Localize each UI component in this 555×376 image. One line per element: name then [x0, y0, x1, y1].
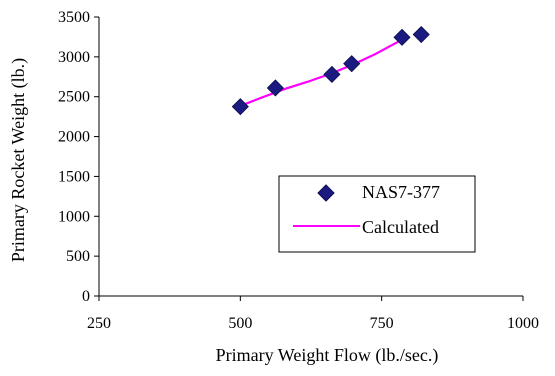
legend-label-calculated: Calculated — [362, 217, 439, 237]
data-point — [231, 98, 249, 116]
y-tick-label: 2000 — [58, 129, 90, 146]
x-tick-label: 1000 — [507, 315, 539, 332]
calculated-line — [239, 38, 403, 107]
x-tick-label: 500 — [228, 315, 252, 332]
y-tick-label: 1000 — [58, 208, 90, 225]
legend-box — [278, 175, 476, 253]
legend-marker-nas7-377 — [317, 184, 335, 202]
legend: NAS7-377 Calculated — [278, 175, 476, 253]
data-point — [266, 79, 284, 97]
y-tick-label: 2500 — [58, 89, 90, 106]
legend-label-nas7-377: NAS7-377 — [362, 182, 440, 202]
y-tick-label: 500 — [66, 248, 90, 265]
y-tick-label: 1500 — [58, 168, 90, 185]
x-axis-title: Primary Weight Flow (lb./sec.) — [216, 345, 439, 366]
series-layer — [231, 25, 430, 116]
y-tick-label: 3000 — [58, 49, 90, 66]
data-point — [393, 28, 411, 46]
x-axis-ticks: 250 500 750 1000 — [87, 296, 539, 332]
y-tick-label: 3500 — [58, 9, 90, 26]
data-point — [323, 65, 341, 83]
x-tick-label: 750 — [370, 315, 394, 332]
data-point — [412, 25, 430, 44]
y-axis-ticks: 0 500 1000 1500 2000 2500 3000 3500 — [58, 9, 99, 305]
data-point — [343, 55, 361, 73]
y-tick-label: 0 — [82, 288, 90, 305]
x-tick-label: 250 — [87, 315, 111, 332]
y-axis-title: Primary Rocket Weight (lb.) — [8, 58, 29, 262]
